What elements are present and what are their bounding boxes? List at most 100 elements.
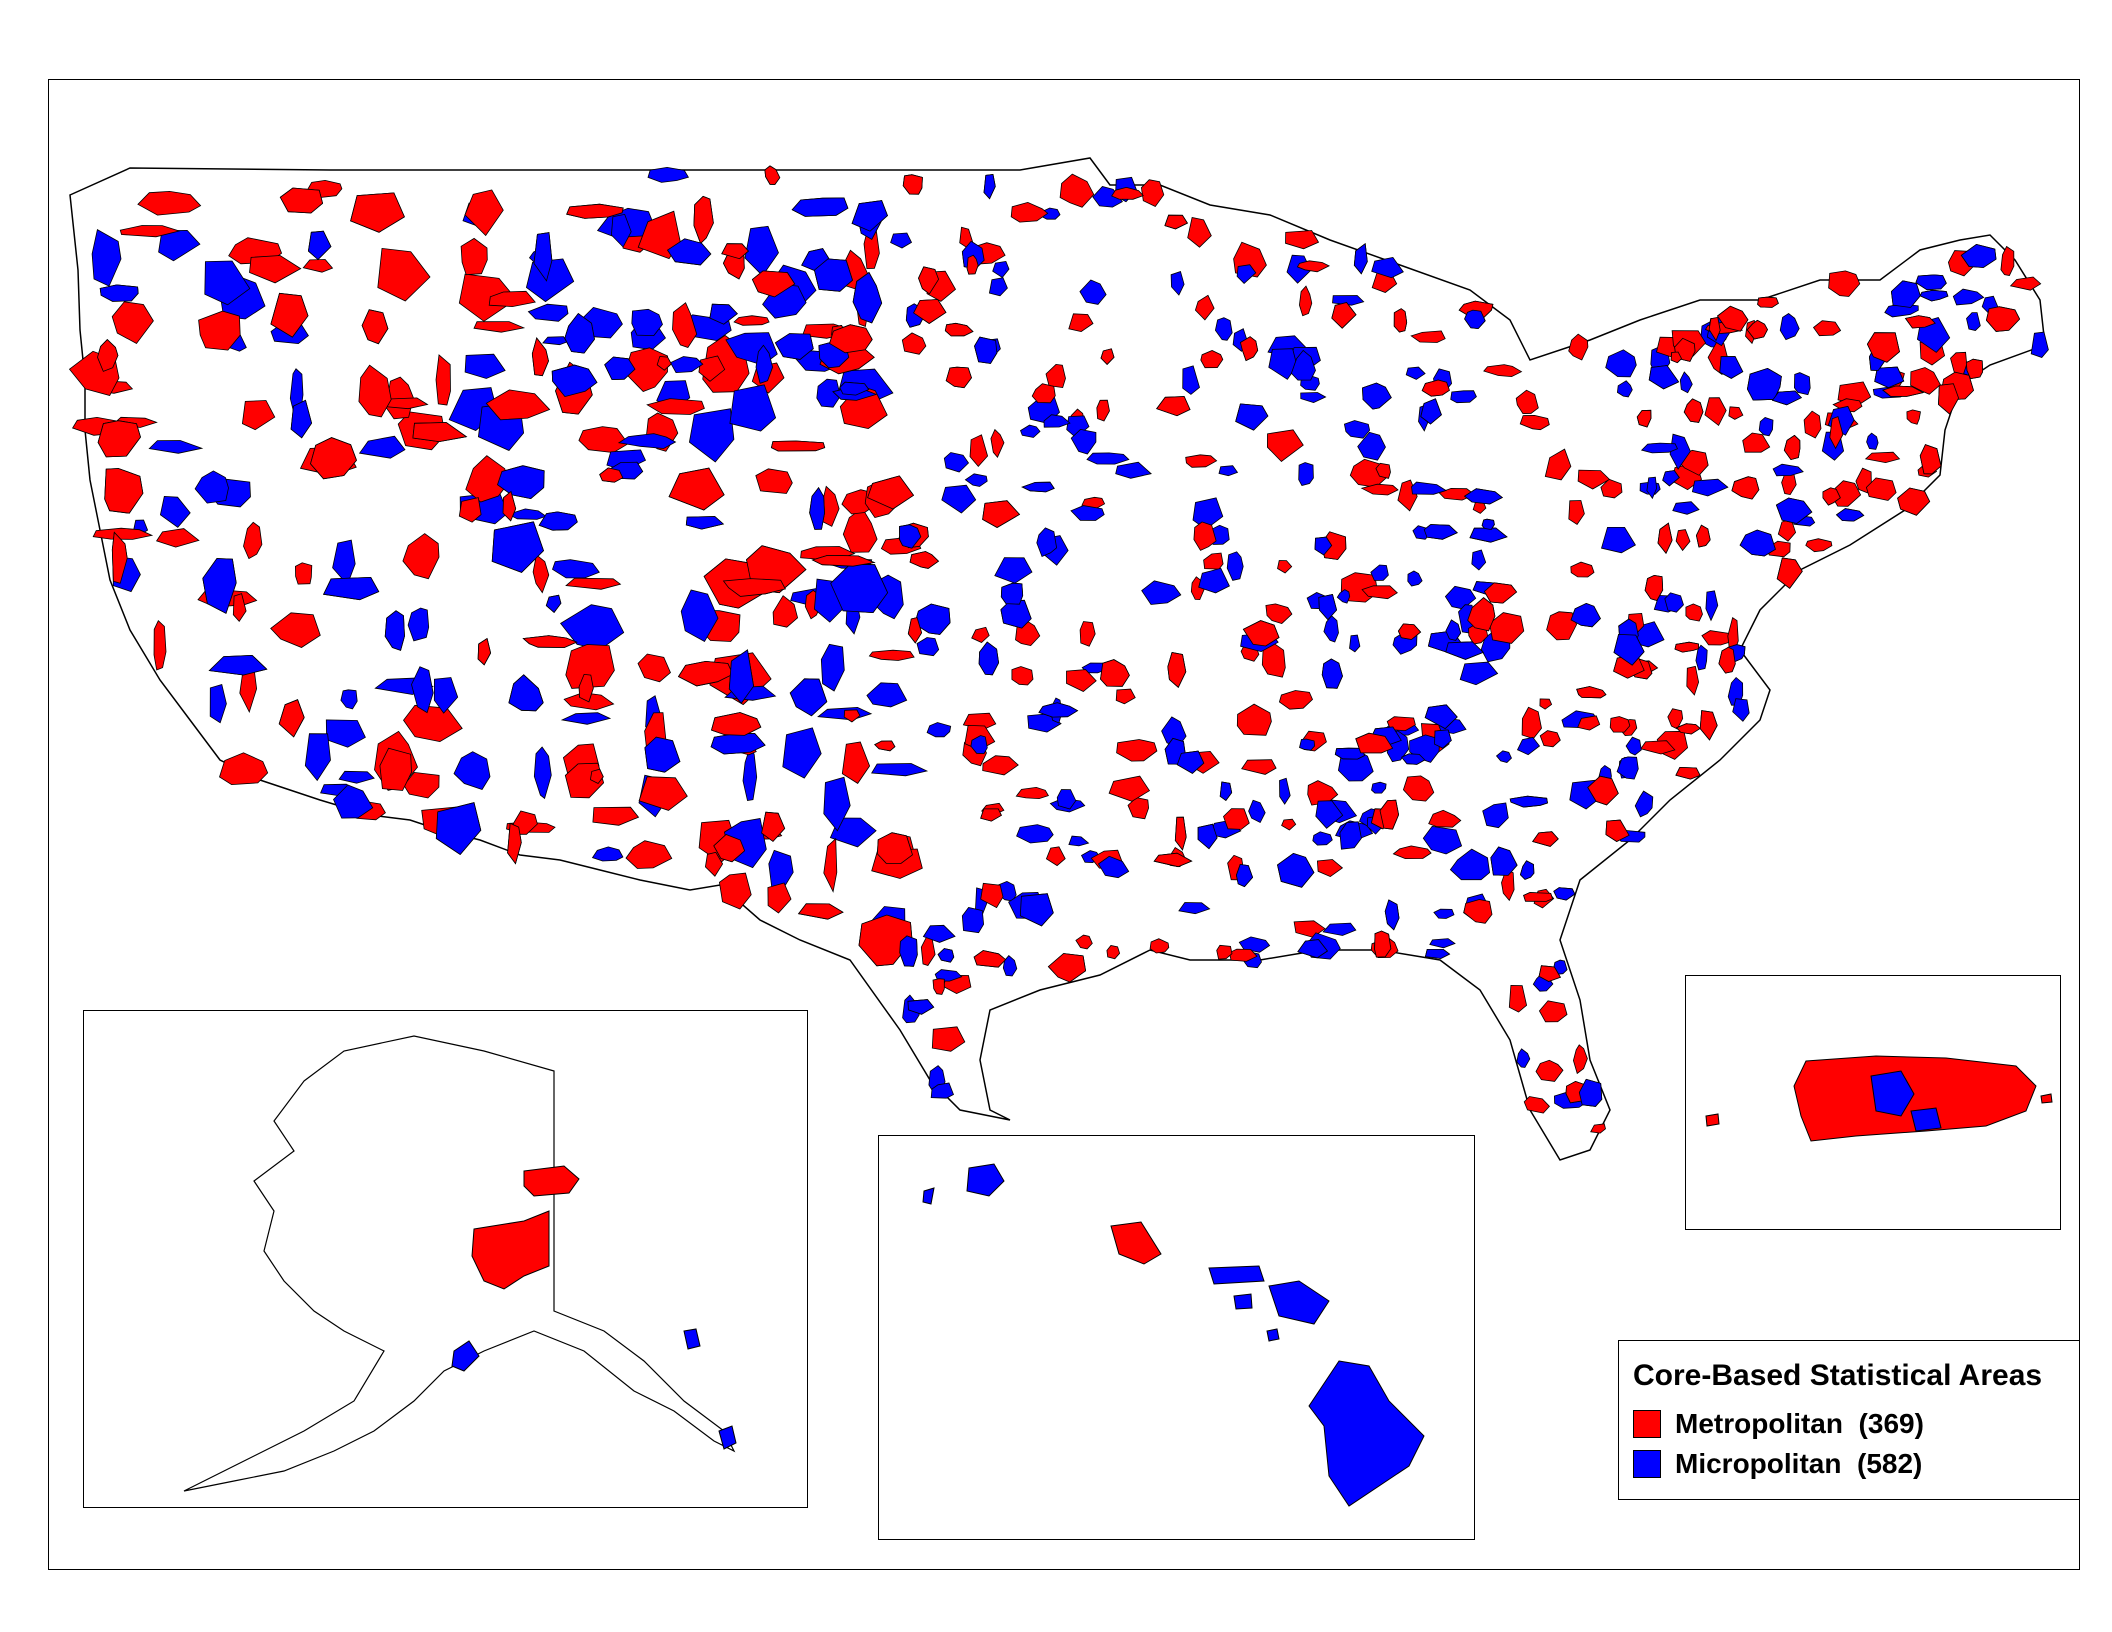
metropolitan-area [1187,217,1212,248]
metropolitan-area [377,247,431,302]
metropolitan-area [982,755,1019,776]
micropolitan-area [1371,781,1387,794]
micropolitan-area [1182,365,1200,395]
micropolitan-area [290,399,313,439]
micropolitan-area [307,230,332,261]
metropolitan-area [1783,434,1801,461]
micropolitan-area [1400,753,1426,765]
micropolitan-area [1248,799,1266,824]
metropolitan-area [1285,230,1320,250]
micropolitan-area [1634,790,1654,818]
micropolitan-area [943,452,970,473]
metropolitan-area [677,660,734,687]
metropolitan-area [1045,363,1066,389]
micropolitan-area [978,641,1000,676]
metropolitan-area [1704,397,1727,427]
pr-micro-south [1910,1107,1942,1132]
metropolitan-area [1047,953,1087,983]
metropolitan-area [477,637,492,666]
metropolitan-area [751,270,796,298]
metropolitan-area [907,617,923,644]
micropolitan-area [1141,580,1182,605]
metropolitan-area [358,364,392,418]
micropolitan-area [1384,899,1400,931]
metropolitan-area [876,832,913,864]
metropolitan-area [153,620,167,671]
metropolitan-area [1281,818,1297,831]
metropolitan-area [1066,669,1097,692]
puerto-rico-map [1705,1055,2053,1142]
metropolitan-area [1576,686,1607,699]
metropolitan-area [589,768,604,785]
metropolitan-area [829,324,873,354]
metropolitan-area [361,309,389,345]
metropolitan-area [1164,214,1188,230]
metropolitan-area [761,811,786,842]
micropolitan-area [1092,186,1123,208]
micropolitan-area [1434,729,1452,749]
micropolitan-area [774,333,814,360]
micropolitan-area [148,440,204,454]
metropolitan-area [982,500,1021,528]
metropolitan-area [1938,383,1960,415]
micropolitan-area [1036,527,1058,558]
micropolitan-area [1290,349,1316,381]
metropolitan-area [1731,476,1760,500]
metropolitan-area [1897,487,1931,516]
micropolitan-area [1600,527,1636,554]
micropolitan-area [983,174,996,200]
metropolitan-area [1068,313,1094,333]
metropolitan-area [310,437,357,480]
metropolitan-area [460,237,488,276]
micropolitan-area [1332,295,1365,306]
metropolitan-area [1577,469,1611,490]
micropolitan-area [1219,781,1233,801]
metropolitan-area [858,914,913,967]
micropolitan-area [1268,348,1298,380]
micropolitan-area [1640,442,1679,454]
micropolitan-area [791,197,849,217]
micropolitan-area [1578,1078,1603,1107]
micropolitan-area [1732,698,1750,722]
micropolitan-area [1966,312,1981,331]
metropolitan-area [1096,399,1110,422]
micropolitan-area [1235,403,1269,431]
micropolitan-area [533,232,553,282]
micropolitan-area [1315,800,1344,829]
micropolitan-area [1771,390,1803,406]
metropolitan-area [1236,703,1272,736]
alaska-map [183,1035,737,1492]
metropolitan-area [1421,379,1450,397]
micropolitan-area [964,473,988,487]
micropolitan-area [1719,356,1744,379]
micropolitan-area [916,637,940,657]
metropolitan-area [764,165,781,185]
metropolitan-area [1812,320,1842,337]
micropolitan-area [1519,860,1535,880]
micropolitan-area [1705,590,1719,622]
micropolitan-area [551,364,598,398]
micropolitan-area [1758,417,1774,437]
metropolitan-area [1361,585,1398,600]
metropolitan-area [294,562,313,585]
micropolitan-area [325,719,366,748]
pr-metro-mona [1705,1113,1720,1127]
micropolitan-area [1835,508,1865,522]
micropolitan-area [604,356,636,381]
micropolitan-area [591,846,624,862]
micropolitan-area [961,907,985,934]
micropolitan-area [1016,824,1054,844]
micropolitan-area [338,770,375,784]
micropolitan-area [839,381,870,396]
metropolitan-area [532,554,550,594]
micropolitan-area [1297,939,1328,959]
metropolitan-area [111,531,128,584]
metropolitan-area [1822,487,1841,506]
micropolitan-area [1469,527,1508,543]
micropolitan-area [1866,432,1879,450]
metropolitan-area [718,872,752,910]
hawaii-maui [1268,1280,1330,1325]
micropolitan-area [1919,289,1949,302]
map-frame [48,79,2080,1570]
metropolitan-area [842,507,878,553]
